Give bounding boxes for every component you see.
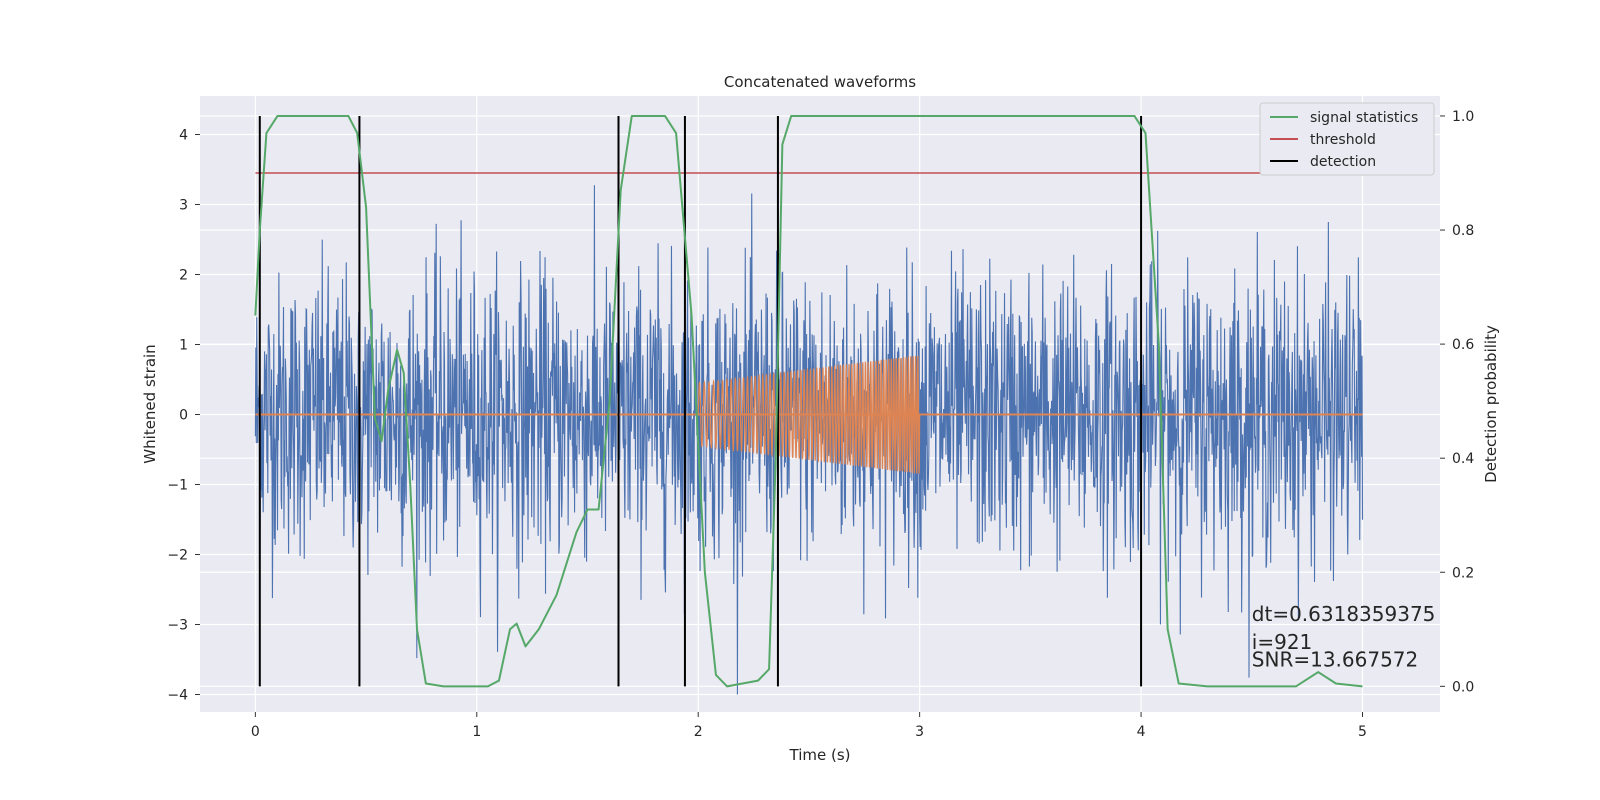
y-right-tick-label: 0.6 [1452,337,1474,353]
x-tick-label: 5 [1358,724,1367,740]
y-tick-label: 3 [179,198,188,214]
x-axis-label: Time (s) [789,746,851,764]
y-tick-label: 2 [179,268,188,284]
legend-label: signal statistics [1310,110,1418,126]
y-tick-label: −1 [167,478,188,494]
annotation-text: dt=0.6318359375 [1252,602,1436,626]
legend-box [1259,102,1435,176]
y-right-tick-label: 0.4 [1452,451,1474,467]
y-tick-label: 1 [179,338,188,354]
y-tick-label: −4 [167,688,188,704]
y-right-tick-label: 0.8 [1452,223,1474,239]
chart-title: Concatenated waveforms [724,73,916,91]
x-tick-label: 4 [1137,724,1146,740]
x-tick-label: 0 [251,724,260,740]
y-tick-label: 0 [179,408,188,424]
legend-label: detection [1310,154,1376,170]
signal-statistics-line [254,114,1363,688]
y-tick-label: −3 [167,618,188,634]
y-tick-label: −2 [167,548,188,564]
y-tick-label: 4 [179,128,188,144]
x-tick-label: 1 [472,724,481,740]
signal-statistics-series [254,114,1363,688]
y-right-tick-label: 0.2 [1452,565,1474,581]
ticks: 0 1 2 3 4 5 −4 −3 −2 −1 0 1 2 3 4 0.0 0.2 0.4 0.6 0.8 1.0 [167,109,1474,740]
legend: signal statistics threshold detection [1259,102,1435,176]
x-tick-label: 2 [694,724,703,740]
y-axis-label-right: Detection probability [1482,325,1500,483]
injected-signal [255,355,1363,474]
y-right-tick-label: 1.0 [1452,109,1474,125]
annotation-text: i=921 [1252,630,1313,654]
annotation-text: SNR=13.667572 [1252,648,1418,672]
y-right-tick-label: 0.0 [1452,679,1474,695]
detection-series [258,115,1143,687]
y-axis-label: Whitened strain [141,344,159,463]
x-tick-label: 3 [915,724,924,740]
legend-label: threshold [1310,132,1376,148]
signal-chirp [697,355,921,474]
